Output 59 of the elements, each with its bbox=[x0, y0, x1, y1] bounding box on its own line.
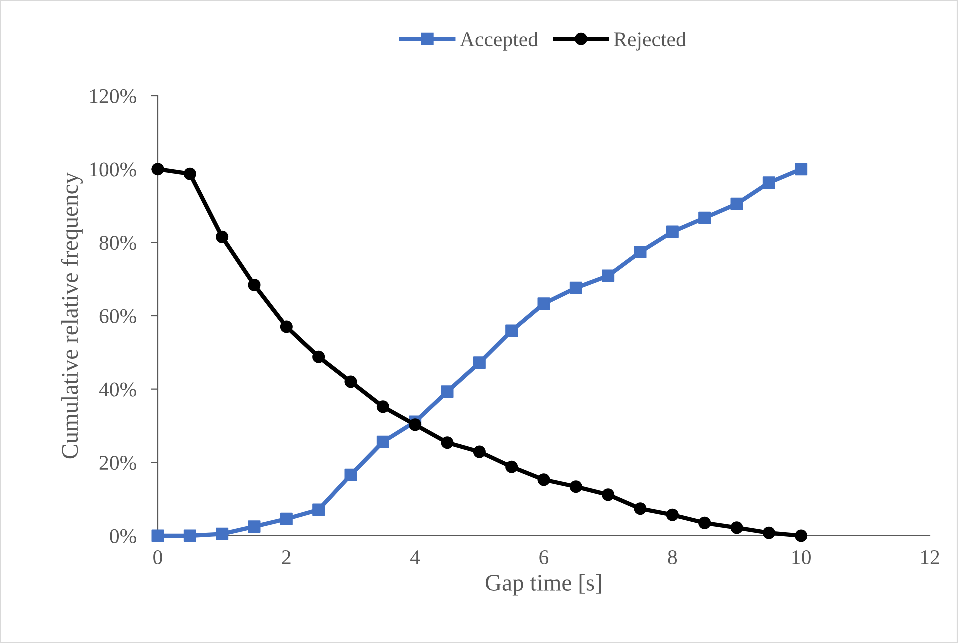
x-tick-label: 10 bbox=[792, 550, 811, 565]
x-tick-label: 12 bbox=[921, 550, 940, 564]
point bbox=[152, 530, 164, 542]
point bbox=[473, 446, 486, 458]
y-tick-label: 40% bbox=[99, 382, 136, 397]
point bbox=[730, 198, 744, 210]
point bbox=[312, 350, 326, 364]
point bbox=[344, 376, 358, 388]
point bbox=[376, 400, 390, 414]
y-tick-label: 100% bbox=[90, 162, 136, 177]
point bbox=[248, 278, 261, 292]
point bbox=[730, 522, 744, 534]
y-tick-label: 80% bbox=[100, 236, 136, 250]
point bbox=[506, 324, 518, 338]
y-tick-label: 0% bbox=[110, 529, 136, 544]
point bbox=[506, 460, 518, 474]
point bbox=[602, 270, 615, 282]
point bbox=[698, 516, 712, 530]
point bbox=[441, 386, 454, 398]
point bbox=[280, 320, 293, 334]
point bbox=[441, 436, 454, 450]
point bbox=[762, 526, 776, 540]
point bbox=[280, 512, 293, 526]
point bbox=[473, 356, 486, 370]
x-tick-label: 6 bbox=[540, 550, 549, 565]
point bbox=[344, 468, 358, 482]
point bbox=[184, 168, 196, 180]
point bbox=[216, 528, 229, 540]
point bbox=[312, 504, 326, 516]
point bbox=[538, 298, 550, 310]
point bbox=[602, 488, 615, 502]
point bbox=[762, 176, 776, 190]
point bbox=[248, 520, 261, 534]
point bbox=[184, 530, 196, 542]
point bbox=[216, 230, 229, 244]
point bbox=[795, 163, 808, 176]
x-axis-title: Gap time [s] bbox=[486, 574, 602, 596]
y-tick-label: 60% bbox=[100, 309, 136, 324]
x-tick-label: 8 bbox=[668, 550, 678, 565]
point bbox=[409, 418, 422, 432]
y-tick-label: 120% bbox=[90, 89, 136, 104]
point bbox=[570, 480, 582, 494]
point bbox=[698, 212, 712, 224]
point bbox=[634, 502, 647, 516]
y-tick-label: 20% bbox=[100, 456, 136, 470]
point bbox=[538, 474, 550, 486]
x-tick-label: 0 bbox=[154, 550, 162, 565]
x-tick-label: 4 bbox=[410, 550, 420, 564]
y-axis-title: Cumulative relative frequency bbox=[61, 172, 84, 459]
point bbox=[152, 163, 164, 176]
point bbox=[666, 226, 679, 238]
point bbox=[634, 246, 647, 258]
legend-label: Rejected bbox=[614, 32, 686, 51]
point bbox=[570, 282, 582, 294]
point bbox=[795, 530, 808, 542]
point bbox=[376, 436, 390, 448]
x-tick-label: 2 bbox=[282, 550, 291, 564]
legend-label: Accepted bbox=[460, 32, 538, 51]
point bbox=[666, 508, 679, 522]
